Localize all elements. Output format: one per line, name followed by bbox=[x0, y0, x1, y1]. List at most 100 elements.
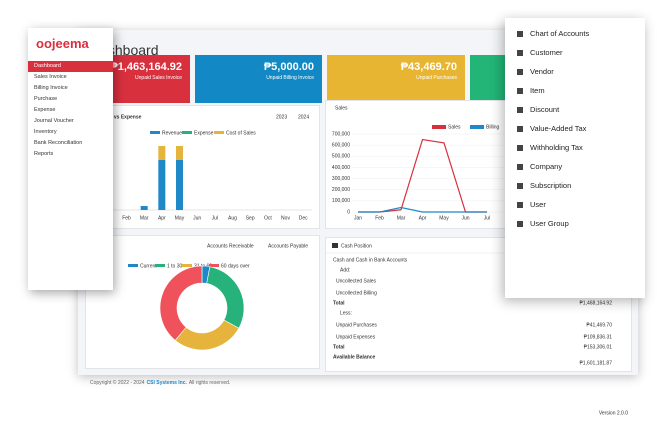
x-tick-label: Oct bbox=[264, 215, 272, 221]
icon bbox=[517, 50, 523, 57]
legend-label: Revenue bbox=[162, 130, 182, 136]
x-tick-label: May bbox=[439, 215, 449, 221]
menu-item[interactable]: Dashboard bbox=[28, 61, 113, 72]
icon bbox=[517, 31, 523, 38]
y-tick-label: 0 bbox=[347, 209, 350, 215]
x-tick-label: Nov bbox=[281, 215, 290, 221]
legend-swatch bbox=[182, 264, 192, 267]
donut-slice bbox=[174, 319, 240, 351]
menu-item[interactable]: Inventory bbox=[34, 129, 57, 135]
dropdown-item[interactable]: Customer bbox=[505, 43, 645, 62]
panel-title: Cash Position bbox=[341, 243, 372, 249]
icon bbox=[517, 69, 523, 76]
menu: Dashboard Sales Invoice Billing Invoice Pur… bbox=[28, 61, 113, 160]
dropdown-item[interactable]: Withholding Tax bbox=[505, 138, 645, 157]
legend-label: 1 to 30 bbox=[167, 263, 183, 269]
x-tick-label: Jun bbox=[461, 215, 469, 221]
legend-swatch bbox=[214, 131, 224, 134]
year-tab[interactable]: 2023 bbox=[276, 114, 287, 120]
row-label: Cash and Cash in Bank Accounts bbox=[333, 257, 408, 263]
dropdown-item[interactable]: Discount bbox=[505, 100, 645, 119]
dropdown-item[interactable]: User bbox=[505, 195, 645, 214]
x-tick-label: Jul bbox=[484, 215, 490, 221]
copyright: Copyright © 2022 - 2024 CSI Systems Inc. A… bbox=[90, 379, 230, 386]
chart-title: Income vs Expense bbox=[95, 114, 142, 120]
row-label: Less: bbox=[340, 310, 352, 316]
settings-dropdown: Chart of Accounts Customer Vendor Item Disco… bbox=[505, 18, 645, 298]
row-label: Add: bbox=[340, 267, 350, 273]
menu-item[interactable]: Bank Reconciliation bbox=[34, 140, 83, 146]
x-tick-label: Mar bbox=[397, 215, 406, 221]
x-tick-label: Apr bbox=[158, 215, 166, 221]
legend-swatch bbox=[432, 125, 446, 129]
legend-label: Billing bbox=[486, 124, 500, 130]
legend-label: Expense bbox=[194, 130, 214, 136]
card-label: Unpaid Sales Invoice bbox=[135, 75, 182, 81]
y-tick-label: 700,000 bbox=[332, 131, 350, 137]
bar bbox=[176, 160, 183, 210]
copyright-part: Copyright © 2022 - 2024 bbox=[90, 379, 145, 386]
label: Discount bbox=[530, 105, 560, 114]
x-tick-label: Apr bbox=[419, 215, 427, 221]
row-value: ₱41,469.70 bbox=[586, 322, 612, 328]
card-amount: ₱43,469.70 bbox=[400, 61, 457, 73]
dropdown-item[interactable]: Value-Added Tax bbox=[505, 119, 645, 138]
dropdown-item[interactable]: Item bbox=[505, 81, 645, 100]
menu-item[interactable]: Purchase bbox=[34, 96, 58, 102]
legend-swatch bbox=[470, 125, 484, 129]
label: Chart of Accounts bbox=[530, 29, 590, 38]
legend-swatch bbox=[155, 264, 165, 267]
menu-item[interactable]: Billing Invoice bbox=[34, 85, 68, 91]
sidebar: oojeema Dashboard Sales Invoice Billing In… bbox=[28, 28, 113, 290]
label: Customer bbox=[530, 48, 563, 57]
x-tick-label: Aug bbox=[228, 215, 237, 221]
legend-label: Sales bbox=[448, 124, 461, 130]
y-tick-label: 200,000 bbox=[332, 187, 350, 193]
icon bbox=[332, 243, 338, 248]
line bbox=[358, 206, 487, 213]
y-tick-label: 500,000 bbox=[332, 154, 350, 160]
menu-item[interactable]: Expense bbox=[34, 107, 56, 113]
card-label: Unpaid Billing Invoice bbox=[266, 75, 314, 81]
icon bbox=[517, 126, 523, 133]
row-label: Uncollected Billing bbox=[336, 290, 377, 296]
tab[interactable]: Accounts Payable bbox=[268, 243, 308, 249]
year-tab[interactable]: 2024 bbox=[298, 114, 309, 120]
dropdown-item[interactable]: Subscription bbox=[505, 176, 645, 195]
menu-item[interactable]: Journal Voucher bbox=[34, 118, 74, 124]
dropdown-item[interactable]: Company bbox=[505, 157, 645, 176]
legend-label: Cost of Sales bbox=[226, 130, 256, 136]
icon bbox=[517, 88, 523, 95]
line bbox=[358, 138, 487, 213]
label: User Group bbox=[530, 219, 569, 228]
x-tick-label: Feb bbox=[122, 215, 131, 221]
row-value: ₱153,306.01 bbox=[584, 344, 613, 350]
x-tick-label: Jun bbox=[193, 215, 201, 221]
row-value: ₱109,836.31 bbox=[584, 334, 613, 340]
dropdown-list: Chart of Accounts Customer Vendor Item Disco… bbox=[505, 24, 645, 233]
y-tick-label: 600,000 bbox=[332, 142, 350, 148]
tab[interactable]: Accounts Receivable bbox=[207, 243, 254, 249]
menu-item[interactable]: Sales Invoice bbox=[34, 74, 67, 80]
card-amount: ₱5,000.00 bbox=[263, 61, 314, 73]
copyright-part: All rights reserved. bbox=[189, 380, 230, 386]
row-label: Available Balance bbox=[333, 354, 376, 360]
chart-title: Sales bbox=[335, 105, 348, 111]
logo: oojeema bbox=[36, 36, 89, 51]
dropdown-item[interactable]: Chart of Accounts bbox=[505, 24, 645, 43]
label: User bbox=[530, 200, 546, 209]
legend-swatch bbox=[182, 131, 192, 134]
label: Company bbox=[530, 162, 563, 171]
summary-card[interactable]: ₱43,469.70 Unpaid Purchases bbox=[327, 55, 465, 103]
row-label: Total bbox=[333, 344, 345, 350]
bar bbox=[140, 206, 148, 210]
dropdown-item[interactable]: User Group bbox=[505, 214, 645, 233]
icon bbox=[517, 164, 523, 171]
label: Item bbox=[530, 86, 545, 95]
row-value: ₱1,468,164.92 bbox=[579, 300, 612, 306]
summary-card[interactable]: ₱5,000.00 Unpaid Billing Invoice bbox=[195, 55, 322, 103]
card-amount: ₱1,463,164.92 bbox=[110, 61, 182, 73]
income-panel bbox=[85, 105, 320, 229]
dropdown-item[interactable]: Vendor bbox=[505, 62, 645, 81]
menu-item[interactable]: Reports bbox=[34, 151, 54, 157]
